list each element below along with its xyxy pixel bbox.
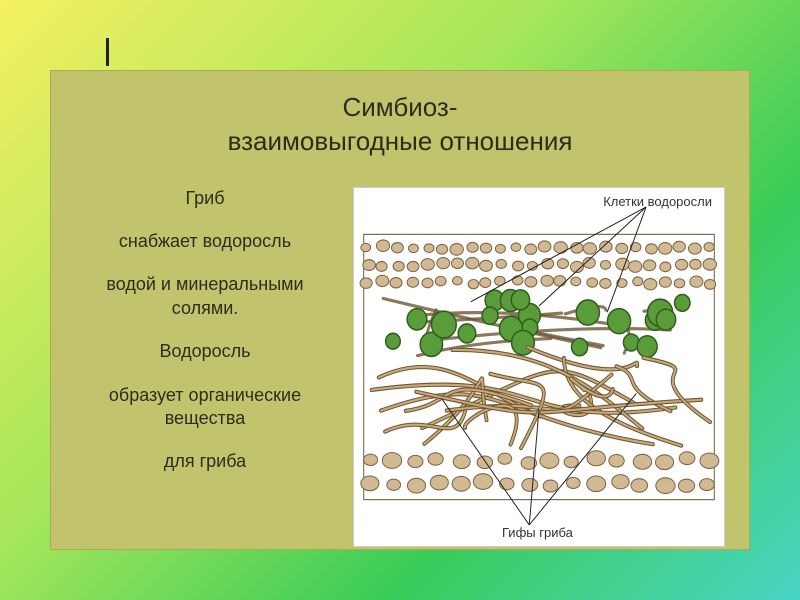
diagram-label-hyphae: Гифы гриба [502, 525, 573, 540]
slide-title: Симбиоз- взаимовыгодные отношения [75, 91, 725, 159]
text-line: Водоросль [75, 340, 335, 363]
content-panel: Симбиоз- взаимовыгодные отношения Гриб с… [50, 70, 750, 550]
text-line: для гриба [75, 450, 335, 473]
text-cursor [106, 38, 109, 66]
text-line: образует органические вещества [75, 384, 335, 431]
content-row: Гриб снабжает водоросль водой и минераль… [75, 187, 725, 547]
slide-background: Симбиоз- взаимовыгодные отношения Гриб с… [0, 0, 800, 600]
title-line-2: взаимовыгодные отношения [228, 126, 573, 156]
lichen-diagram: Клетки водоросли Гифы гриба [353, 187, 725, 547]
diagram-svg [354, 188, 724, 546]
text-line: водой и минеральными солями. [75, 273, 335, 320]
text-line: снабжает водоросль [75, 230, 335, 253]
text-column: Гриб снабжает водоросль водой и минераль… [75, 187, 335, 547]
title-line-1: Симбиоз- [342, 92, 457, 122]
diagram-label-algae: Клетки водоросли [603, 194, 712, 209]
text-line: Гриб [75, 187, 335, 210]
